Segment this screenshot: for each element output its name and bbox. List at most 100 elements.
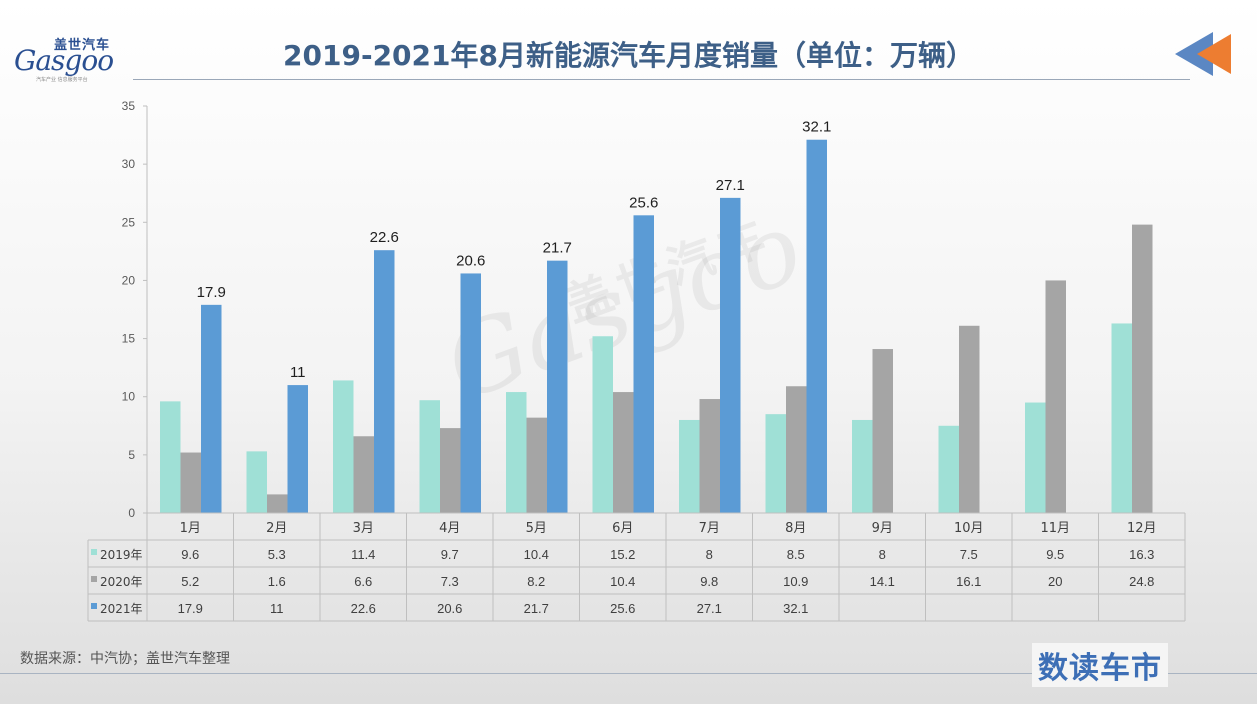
bar-2019-3 — [333, 380, 354, 513]
legend-label-2019: 2019年 — [100, 548, 143, 562]
x-tick-label: 3月 — [353, 521, 374, 536]
bar-2020-12 — [1132, 224, 1153, 513]
table-cell-2019-9: 8 — [879, 547, 886, 562]
bar-2020-6 — [613, 392, 634, 513]
bar-2019-6 — [592, 336, 613, 513]
table-cell-2020-6: 10.4 — [610, 574, 635, 589]
x-tick-label: 5月 — [526, 521, 547, 536]
bar-2020-1 — [180, 452, 201, 513]
table-cell-2020-8: 10.9 — [783, 574, 808, 589]
bar-2021-3 — [374, 250, 395, 514]
bar-2019-5 — [506, 392, 527, 513]
bar-2021-7 — [720, 197, 741, 513]
bar-2019-2 — [246, 451, 267, 513]
legend-swatch-2020 — [91, 576, 97, 582]
data-label-2021-8: 32.1 — [802, 119, 831, 136]
bar-2020-9 — [872, 349, 893, 513]
table-cell-2020-2: 1.6 — [268, 574, 286, 589]
x-tick-label: 1月 — [180, 521, 201, 536]
table-cell-2019-10: 7.5 — [960, 547, 978, 562]
bar-2020-4 — [440, 428, 461, 513]
logo-tagline: 汽车产业 信息服务平台 — [36, 77, 88, 83]
table-cell-2021-2: 11 — [270, 601, 284, 616]
table-cell-2019-6: 15.2 — [610, 547, 635, 562]
logo-english-text: Gasgoo — [14, 44, 114, 77]
data-label-2021-3: 22.6 — [370, 229, 399, 246]
x-tick-label: 4月 — [439, 521, 460, 536]
legend-label-2020: 2020年 — [100, 575, 143, 589]
table-cell-2019-4: 9.7 — [441, 547, 459, 562]
bar-2020-8 — [786, 386, 807, 513]
bar-2019-8 — [765, 414, 786, 513]
y-tick-label: 10 — [122, 390, 136, 404]
table-cell-2020-11: 20 — [1048, 574, 1062, 589]
table-cell-2019-8: 8.5 — [787, 547, 805, 562]
table-cell-2019-1: 9.6 — [181, 547, 199, 562]
table-cell-2021-6: 25.6 — [610, 601, 635, 616]
bar-2019-4 — [419, 400, 440, 513]
x-tick-label: 6月 — [612, 521, 633, 536]
legend-swatch-2019 — [91, 549, 97, 555]
data-label-2021-4: 20.6 — [456, 252, 485, 269]
logo-chinese-text: 盖世汽车 — [54, 38, 111, 53]
title-divider — [133, 79, 1190, 80]
bar-2019-12 — [1111, 323, 1132, 513]
x-tick-label: 10月 — [954, 521, 984, 536]
table-cell-2020-10: 16.1 — [956, 574, 981, 589]
bar-2020-3 — [353, 436, 374, 513]
bar-2021-8 — [806, 139, 827, 514]
table-cell-2019-2: 5.3 — [268, 547, 286, 562]
data-label-2021-2: 11 — [290, 364, 306, 381]
table-cell-2021-3: 22.6 — [351, 601, 376, 616]
table-cell-2020-1: 5.2 — [181, 574, 199, 589]
table-cell-2020-9: 14.1 — [870, 574, 895, 589]
bar-2021-6 — [633, 215, 654, 513]
bar-2019-11 — [1025, 402, 1046, 513]
bar-2021-1 — [201, 304, 222, 513]
bar-2019-9 — [852, 419, 873, 513]
page-title: 2019-2021年8月新能源汽车月度销量（单位：万辆） — [283, 39, 974, 72]
y-tick-label: 15 — [122, 332, 136, 346]
x-tick-label: 2月 — [266, 521, 287, 536]
table-cell-2021-4: 20.6 — [437, 601, 462, 616]
x-tick-label: 12月 — [1127, 521, 1157, 536]
bar-2019-1 — [160, 401, 181, 513]
data-label-2021-1: 17.9 — [197, 284, 226, 301]
table-cell-2019-7: 8 — [706, 547, 713, 562]
corner-arrow-icon — [1175, 32, 1231, 76]
bar-2021-5 — [547, 260, 568, 513]
bar-2020-5 — [526, 417, 547, 513]
legend-swatch-2021 — [91, 603, 97, 609]
legend-label-2021: 2021年 — [100, 602, 143, 616]
y-tick-label: 20 — [122, 273, 136, 287]
y-tick-label: 0 — [128, 506, 135, 520]
table-cell-2021-1: 17.9 — [178, 601, 203, 616]
y-tick-label: 5 — [128, 448, 135, 462]
bar-2019-10 — [938, 425, 959, 513]
corner-arrow-blue-shape — [1175, 32, 1213, 76]
bar-2021-4 — [460, 273, 481, 513]
bar-2020-2 — [267, 494, 288, 513]
data-label-2021-5: 21.7 — [543, 240, 572, 257]
y-tick-label: 30 — [122, 157, 136, 171]
table-cell-2020-3: 6.6 — [354, 574, 372, 589]
x-tick-label: 7月 — [699, 521, 720, 536]
data-label-2021-6: 25.6 — [629, 194, 658, 211]
table-cell-2021-8: 32.1 — [783, 601, 808, 616]
brand-mark: 数读车市 — [1032, 643, 1168, 687]
data-label-2021-7: 27.1 — [716, 177, 745, 194]
table-cell-2020-12: 24.8 — [1129, 574, 1154, 589]
x-tick-label: 11月 — [1040, 521, 1070, 536]
bar-2020-11 — [1045, 280, 1066, 513]
table-cell-2019-12: 16.3 — [1129, 547, 1154, 562]
x-tick-label: 8月 — [785, 521, 806, 536]
data-source-note: 数据来源：中汽协；盖世汽车整理 — [20, 651, 230, 667]
corner-arrow-orange-shape — [1197, 34, 1231, 74]
bar-2020-7 — [699, 399, 720, 513]
table-cell-2020-5: 8.2 — [527, 574, 545, 589]
table-cell-2021-7: 27.1 — [697, 601, 722, 616]
table-cell-2020-4: 7.3 — [441, 574, 459, 589]
gasgoo-logo: 盖世汽车 Gasgoo 汽车产业 信息服务平台 — [14, 34, 134, 84]
bar-2019-7 — [679, 419, 700, 513]
